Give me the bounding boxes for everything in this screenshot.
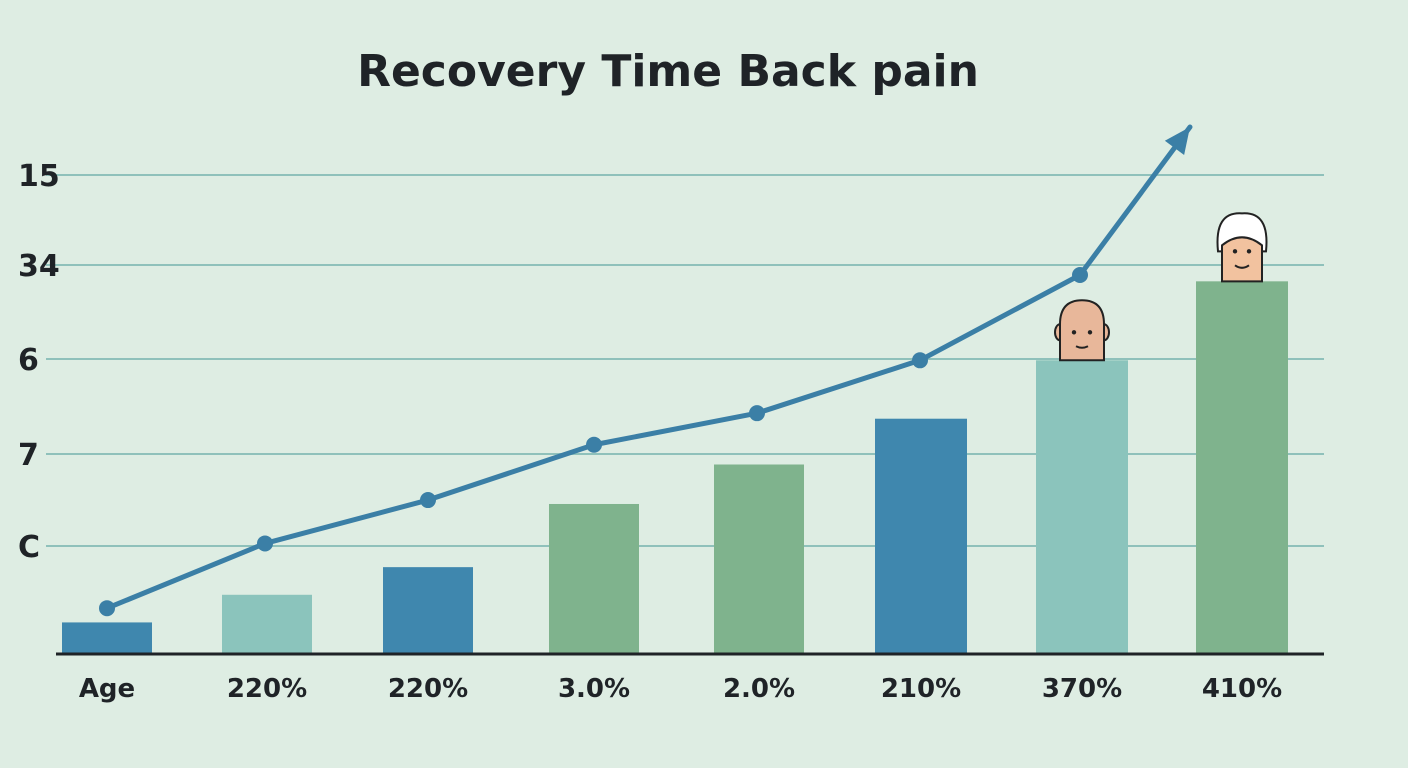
gridlines bbox=[46, 174, 1324, 547]
line-point bbox=[1072, 267, 1088, 284]
line-point bbox=[420, 492, 436, 509]
line-point bbox=[912, 352, 928, 369]
elderly-person-icon bbox=[1216, 212, 1268, 283]
trend-arrow-head bbox=[1164, 127, 1190, 156]
x-tick-labels: Age 220% 220% 3.0% 2.0% 210% 370% 410% bbox=[79, 674, 1282, 704]
y-tick-label: C bbox=[18, 530, 40, 565]
x-tick-label: 220% bbox=[227, 674, 307, 704]
bars bbox=[62, 281, 1288, 654]
x-tick-label: 3.0% bbox=[558, 674, 630, 704]
line-point bbox=[99, 600, 115, 617]
icons bbox=[1054, 212, 1268, 362]
trend-line bbox=[99, 124, 1193, 617]
bald-head-icon bbox=[1054, 299, 1110, 362]
trend-line-path bbox=[104, 124, 1193, 611]
bar bbox=[62, 622, 152, 654]
bar bbox=[549, 503, 639, 654]
line-point bbox=[257, 535, 273, 552]
y-tick-label: 6 bbox=[18, 343, 39, 378]
y-tick-labels: 15 34 6 7 C bbox=[18, 159, 60, 565]
bar bbox=[1036, 360, 1128, 654]
x-tick-label: 220% bbox=[388, 674, 468, 704]
line-point bbox=[586, 436, 602, 453]
x-tick-label: 410% bbox=[1202, 674, 1282, 704]
chart-title: Recovery Time Back pain bbox=[357, 46, 979, 97]
x-tick-label: 370% bbox=[1042, 674, 1122, 704]
y-tick-label: 7 bbox=[18, 438, 39, 473]
x-tick-label: Age bbox=[79, 674, 135, 704]
line-point bbox=[749, 405, 765, 422]
bar bbox=[714, 464, 804, 654]
y-tick-label: 15 bbox=[18, 159, 60, 194]
bar bbox=[383, 567, 473, 654]
bar bbox=[222, 594, 312, 654]
bar bbox=[1196, 281, 1288, 654]
bar bbox=[875, 418, 967, 654]
x-tick-label: 2.0% bbox=[723, 674, 795, 704]
x-tick-label: 210% bbox=[881, 674, 961, 704]
y-tick-label: 34 bbox=[18, 249, 60, 284]
